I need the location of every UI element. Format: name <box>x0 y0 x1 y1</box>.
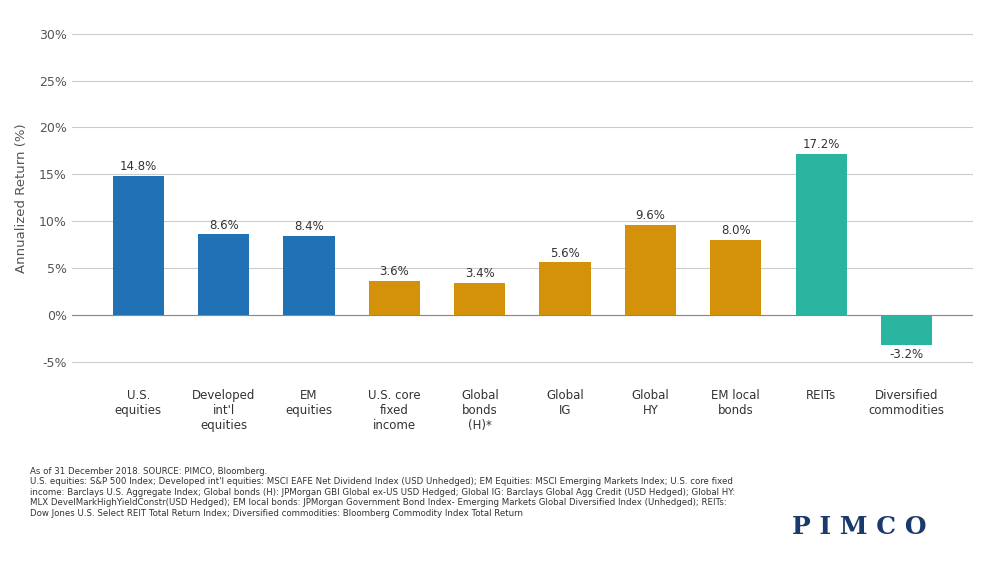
Text: P I M C O: P I M C O <box>792 515 927 539</box>
Text: 17.2%: 17.2% <box>802 138 840 151</box>
Bar <box>454 283 505 315</box>
Text: 3.4%: 3.4% <box>465 267 495 280</box>
Bar <box>113 176 164 315</box>
Bar <box>199 234 249 315</box>
Bar <box>795 154 847 315</box>
Bar <box>369 281 420 315</box>
Bar <box>881 315 932 345</box>
Text: 5.6%: 5.6% <box>550 246 580 260</box>
Text: As of 31 December 2018. SOURCE: PIMCO, Bloomberg.
U.S. equities: S&P 500 Index; : As of 31 December 2018. SOURCE: PIMCO, B… <box>30 467 735 517</box>
Text: 8.4%: 8.4% <box>294 221 324 233</box>
Bar <box>624 225 676 315</box>
Text: 14.8%: 14.8% <box>120 160 157 174</box>
Y-axis label: Annualized Return (%): Annualized Return (%) <box>15 123 28 273</box>
Text: -3.2%: -3.2% <box>889 348 924 361</box>
Bar <box>284 236 335 315</box>
Text: 8.0%: 8.0% <box>721 224 751 237</box>
Bar <box>710 240 762 315</box>
Text: 3.6%: 3.6% <box>379 265 409 278</box>
Text: 8.6%: 8.6% <box>208 218 239 231</box>
Text: 9.6%: 9.6% <box>635 209 665 222</box>
Bar <box>539 262 591 315</box>
